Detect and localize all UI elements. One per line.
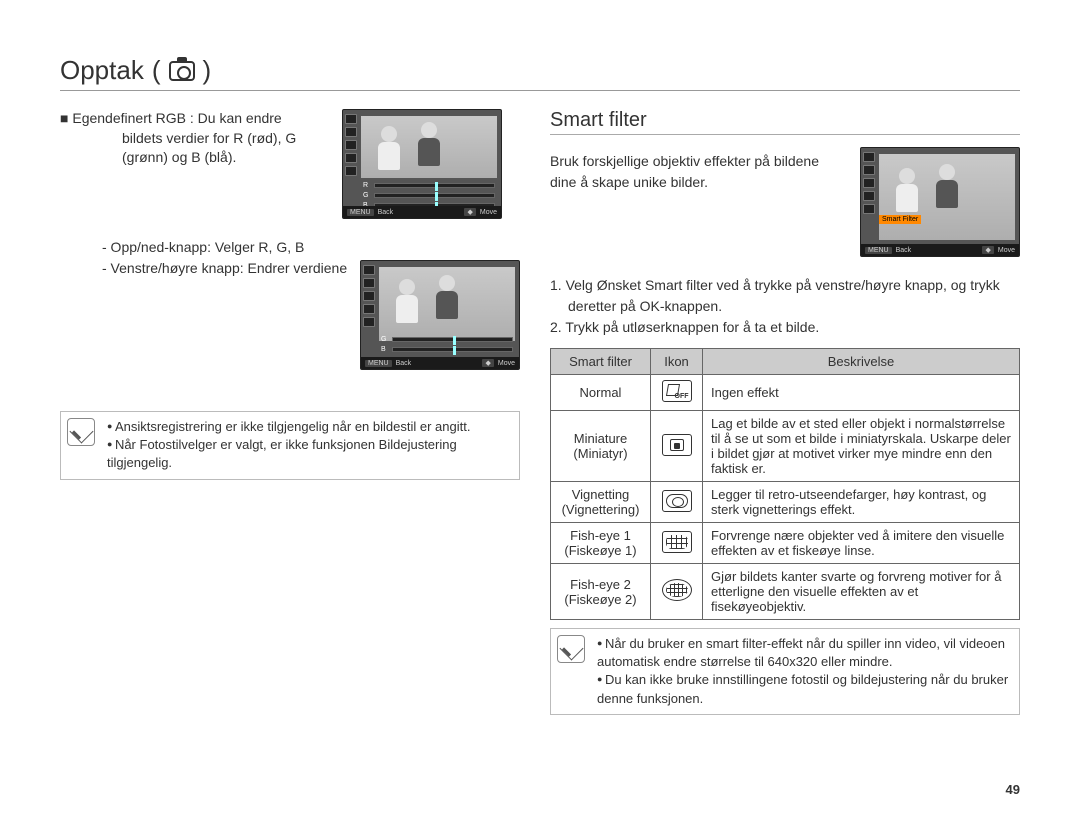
section-rule: [550, 134, 1020, 135]
rgb-sliders-partial: G B: [381, 336, 513, 353]
menu-button: MENU: [365, 360, 392, 367]
menu-button: MENU: [347, 209, 374, 216]
filter-desc: Ingen effekt: [703, 375, 1020, 411]
move-label: Move: [498, 360, 515, 367]
smart-filter-label: Smart Filter: [879, 215, 921, 224]
right-note-box: Når du bruker en smart filter-effekt når…: [550, 628, 1020, 715]
off-icon: [662, 380, 692, 402]
mini-icon: [662, 434, 692, 456]
filter-name: Normal: [551, 375, 651, 411]
step-2: 2. Trykk på utløserknappen for å ta et b…: [550, 317, 1020, 338]
right-column: Smart filter Bruk forskjellige objektiv …: [550, 109, 1020, 715]
vig-icon: [662, 490, 692, 512]
table-row: Fish-eye 1 (Fiskeøye 1) Forvrenge nære ob…: [551, 523, 1020, 564]
camera-icon: [169, 61, 195, 81]
fish1-icon: [662, 531, 692, 553]
move-label: Move: [480, 209, 497, 216]
smart-filter-heading: Smart filter: [550, 109, 1020, 132]
table-row: Vignetting (Vignettering) Legger til retr…: [551, 482, 1020, 523]
filter-icon-cell: [651, 523, 703, 564]
screenshot-smart-filter: Smart Filter MENU Back ◆ Move: [860, 147, 1020, 257]
page-number: 49: [1006, 782, 1020, 797]
filter-icon-cell: [651, 411, 703, 482]
step-1: 1. Velg Ønsket Smart filter ved å trykke…: [550, 275, 1020, 317]
th-desc: Beskrivelse: [703, 349, 1020, 375]
right-note-1: Når du bruker en smart filter-effekt når…: [597, 635, 1009, 671]
filter-icon-cell: [651, 375, 703, 411]
open-paren: (: [152, 55, 161, 86]
close-paren: ): [203, 55, 212, 86]
slider-g2: G: [381, 336, 389, 343]
back-label: Back: [396, 360, 412, 367]
left-note-box: Ansiktsregistrering er ikke tilgjengelig…: [60, 411, 520, 480]
menu-button: MENU: [865, 247, 892, 254]
fish2-icon: [662, 579, 692, 601]
note-icon: [557, 635, 585, 663]
title-text: Opptak: [60, 55, 144, 86]
table-row: Miniature (Miniatyr) Lag et bilde av et s…: [551, 411, 1020, 482]
filter-icon-cell: [651, 482, 703, 523]
page-title: Opptak ( ): [60, 55, 1020, 86]
back-label: Back: [378, 209, 394, 216]
smart-filter-intro: Bruk forskjellige objektiv effekter på b…: [550, 147, 844, 257]
smart-filter-steps: 1. Velg Ønsket Smart filter ved å trykke…: [550, 275, 1020, 338]
back-label: Back: [896, 247, 912, 254]
th-name: Smart filter: [551, 349, 651, 375]
rgb-sliders-full: R G B: [363, 182, 495, 202]
filter-name: Fish-eye 1 (Fiskeøye 1): [551, 523, 651, 564]
filter-name: Fish-eye 2 (Fiskeøye 2): [551, 564, 651, 620]
left-note-2: Når Fotostilvelger er valgt, er ikke fun…: [107, 436, 509, 472]
filter-icon-cell: [651, 564, 703, 620]
table-row: Fish-eye 2 (Fiskeøye 2) Gjør bildets kant…: [551, 564, 1020, 620]
rgb-desc-line1: Du kan endre: [198, 110, 282, 126]
screenshot-rgb-partial: G B MENU Back ◆ Move: [360, 260, 520, 370]
left-column: Egendefinert RGB : Du kan endre bildets …: [60, 109, 520, 715]
slider-g: G: [363, 192, 371, 199]
updown-key: - Opp/ned-knapp: Velger R, G, B: [102, 237, 520, 258]
rgb-label: Egendefinert RGB :: [60, 110, 194, 126]
screenshot-rgb-full: R G B MENU Back ◆ Move: [342, 109, 502, 219]
filter-name: Miniature (Miniatyr): [551, 411, 651, 482]
move-label: Move: [998, 247, 1015, 254]
slider-r: R: [363, 182, 371, 189]
note-icon: [67, 418, 95, 446]
table-row: Normal Ingen effekt: [551, 375, 1020, 411]
filter-desc: Lag et bilde av et sted eller objekt i n…: [703, 411, 1020, 482]
slider-b2: B: [381, 346, 389, 353]
filter-name: Vignetting (Vignettering): [551, 482, 651, 523]
filter-desc: Legger til retro-utseendefarger, høy kon…: [703, 482, 1020, 523]
rgb-desc-rest: bildets verdier for R (rød), G (grønn) o…: [60, 129, 330, 168]
title-rule: [60, 90, 1020, 91]
right-note-2: Du kan ikke bruke innstillingene fotosti…: [597, 671, 1009, 707]
filter-desc: Forvrenge nære objekter ved å imitere de…: [703, 523, 1020, 564]
smart-filter-table: Smart filter Ikon Beskrivelse Normal Inge…: [550, 348, 1020, 620]
th-icon: Ikon: [651, 349, 703, 375]
filter-desc: Gjør bildets kanter svarte og forvreng m…: [703, 564, 1020, 620]
left-note-1: Ansiktsregistrering er ikke tilgjengelig…: [107, 418, 509, 436]
